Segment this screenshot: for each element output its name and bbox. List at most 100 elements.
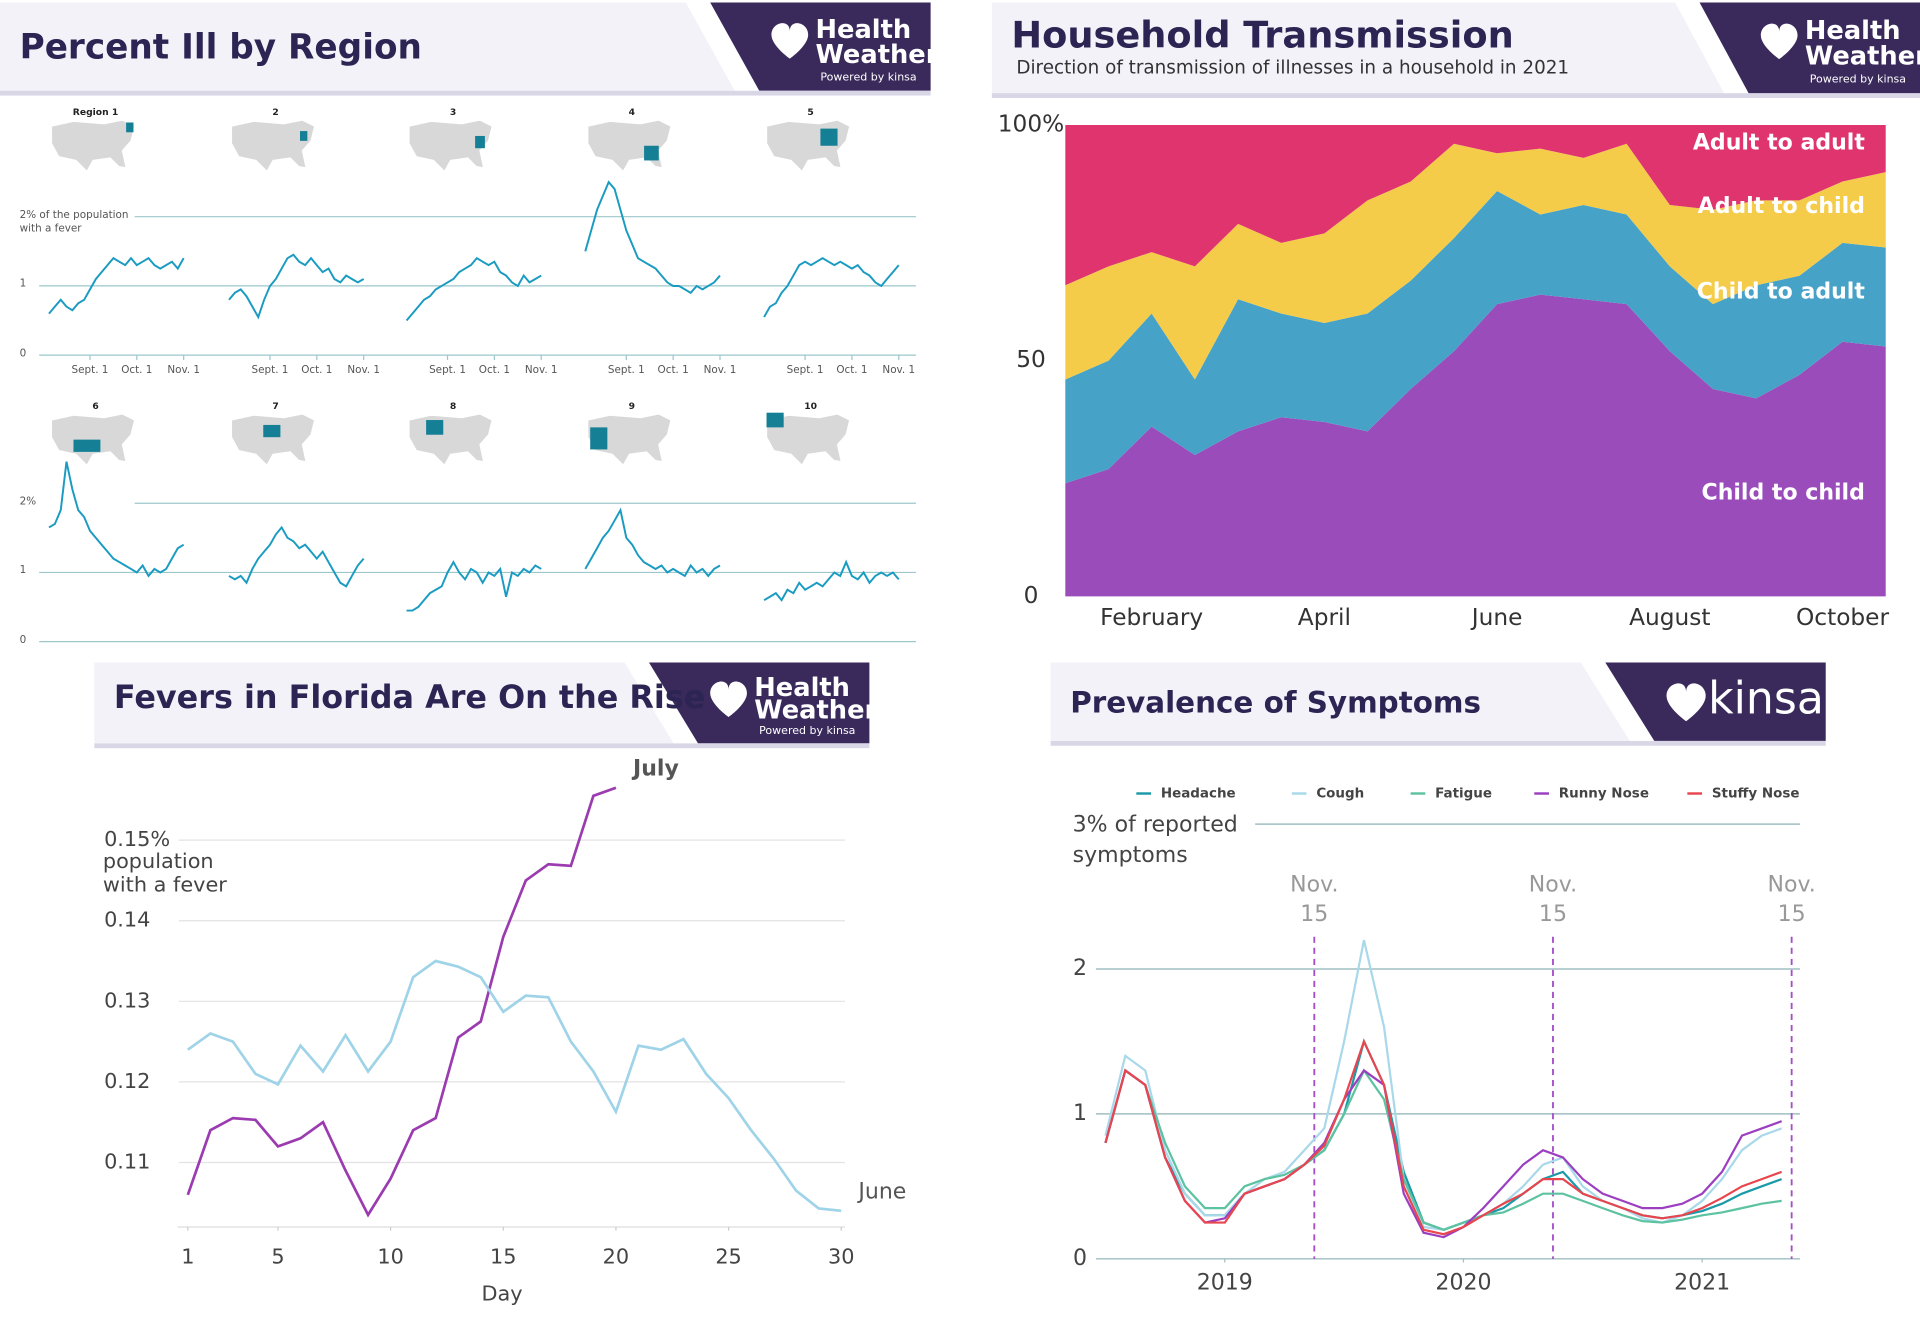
x-tick-label: 1 [181,1245,194,1269]
y-annotation-box: population with a fever [102,851,227,898]
map-shape [230,119,316,173]
y-tick-label: 0 [1024,582,1039,609]
header-shadow [94,743,870,749]
label-bg [100,1068,179,1096]
x-tick-label: 2019 [1197,1270,1253,1295]
x-tick-label: Nov. 1 [525,364,558,376]
map-shape [408,413,493,467]
logo-icon [771,23,809,59]
map-shape [50,119,136,173]
y-tick-label: 1 [19,278,27,291]
x-tick-label: 15 [490,1245,516,1269]
map-highlight [475,135,485,149]
legend-label: Fatigue [1435,787,1492,802]
annotation-box: Nov. 15 [1529,872,1577,927]
header-shadow [991,93,1920,98]
region-map [408,119,493,173]
chart-title: Percent Ill by Region [20,28,422,68]
x-tick-label: 10 [377,1245,403,1269]
label-bg [100,987,179,1015]
y-tick-label-box: 0 [19,634,27,647]
y-tick-label: 50 [1016,346,1046,373]
map-shape [587,413,672,467]
chart-title: Household Transmission [1011,13,1513,56]
map-shape [230,413,316,467]
label-bg [100,1149,179,1176]
x-tick-label: Sept. 1 [429,364,466,376]
map-highlight [820,128,838,146]
logo-icon [1760,23,1798,60]
y-tick-label-box: 2% of the population with a fever [19,209,129,236]
x-tick-label: Sept. 1 [787,364,824,376]
x-tick-label: Sept. 1 [72,364,109,376]
header-shadow [0,90,931,96]
y-tick-label: 1 [1073,1101,1087,1126]
x-tick-label: Oct. 1 [121,364,152,376]
brand-line: kinsa [1708,674,1824,725]
x-tick-label: 5 [271,1245,284,1269]
map-shape [765,413,851,467]
region-map [230,413,316,467]
y-tick-label: 0.11 [104,1150,150,1174]
label-bg [100,826,179,854]
brand-tagline: Powered by kinsa [820,70,916,83]
brand-line: Health [816,15,912,45]
region-line [763,559,900,602]
brand-panel [648,662,870,744]
brand-tagline: Powered by kinsa [759,724,855,737]
chart-subtitle: Direction of transmission of illnesses i… [1016,58,1569,79]
region-line [48,256,185,315]
x-tick-label: Nov. 1 [704,364,737,376]
y-tick-label: 2% of the population with a fever [19,209,129,236]
y-tick-label: 0.12 [104,1069,150,1093]
series-label: June [856,1179,906,1204]
series-line [1104,1038,1783,1231]
brand-stripe [685,2,760,91]
region-label: 5 [807,107,813,118]
region-map [50,119,136,173]
region-map [230,119,316,173]
legend-label: Cough [1316,787,1364,802]
series-line [1104,1068,1782,1231]
brand-panel [1605,662,1826,741]
region-map [765,412,851,467]
x-tick-label: Nov. 1 [882,364,915,376]
y-tick-label: 2 [1073,956,1087,981]
x-tick-label: Nov. 1 [347,364,380,376]
brand-stripe [1675,2,1749,94]
y-tick-label: 3% of reported symptoms [1072,811,1238,869]
map-highlight [73,439,101,452]
y-annotation: population with a fever [102,851,227,898]
region-label: Region 1 [73,107,118,118]
x-tick-label: 2020 [1435,1270,1491,1295]
x-tick-label: Oct. 1 [301,364,332,376]
x-tick-label: Oct. 1 [836,364,867,376]
area [1065,190,1886,484]
series-line [187,959,842,1213]
region-line [228,525,365,588]
x-tick-label: Sept. 1 [252,364,289,376]
x-tick-label: April [1298,604,1351,631]
y-tick-label: 0.15% [104,827,170,851]
brand-tagline: Powered by kinsa [1810,73,1906,86]
y-tick-label: 2% [19,495,37,509]
chart-title: Fevers in Florida Are On the Rise [114,678,706,716]
brand-line: Weather [1805,41,1920,71]
x-tick-label: 2021 [1674,1270,1730,1295]
region-label: 8 [450,401,456,412]
brand-line: Weather [754,695,877,725]
series-label: July [631,756,679,781]
map-highlight [426,420,444,435]
series-line [1104,939,1783,1231]
y-tick-label: 1 [19,565,27,578]
region-label: 7 [272,401,278,412]
region-map [587,413,672,467]
y-tick-label-box: 1 [19,278,27,291]
region-line [406,560,542,612]
y-tick-label-box: 2% [19,495,37,509]
region-label: 6 [92,401,98,412]
annotation: Nov. 15 [1767,871,1816,927]
y-tick-label: 0 [19,634,27,647]
map-shape [408,119,493,173]
